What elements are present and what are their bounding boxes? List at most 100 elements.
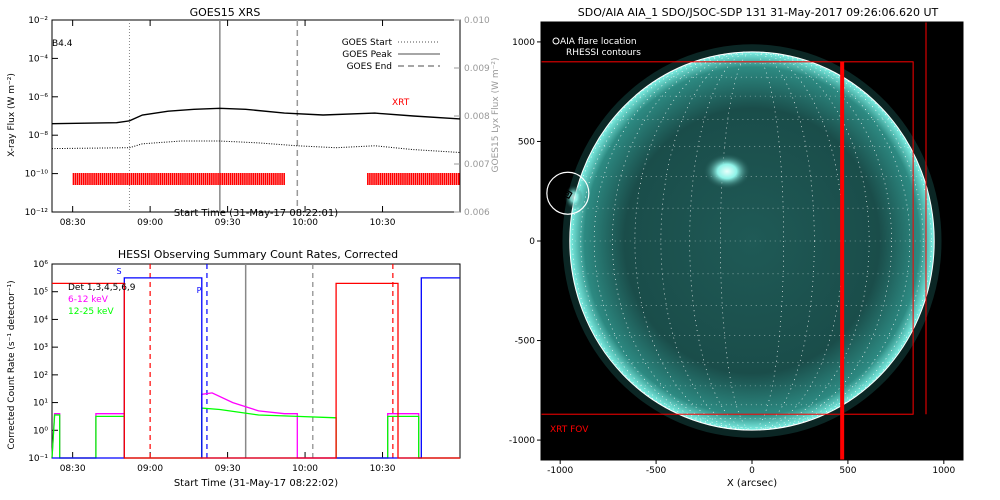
xrt-observation-tick xyxy=(109,173,112,185)
rhessi-contour xyxy=(561,189,573,200)
xrt-observation-tick xyxy=(171,173,174,185)
xrt-observation-tick xyxy=(122,173,124,185)
xrt-observation-tick xyxy=(439,173,441,185)
hessi-chart: HESSI Observing Summary Count Rates, Cor… xyxy=(7,248,461,489)
xrt-observation-tick xyxy=(74,173,77,185)
xrt-observation-tick xyxy=(264,173,267,185)
xrt-observation-tick xyxy=(175,173,178,185)
xrt-observation-tick xyxy=(194,173,197,185)
limb-circle xyxy=(569,51,935,431)
xrt-observation-tick xyxy=(196,173,199,185)
xrt-observation-tick xyxy=(256,173,259,185)
xrt-observation-tick xyxy=(144,173,147,185)
goes-y-tick-label: 10⁻⁸ xyxy=(28,131,48,141)
xrt-observation-tick xyxy=(190,173,193,185)
aia-y-tick-label: 500 xyxy=(518,137,535,147)
hessi-y-tick-label: 10⁶ xyxy=(33,260,48,270)
rhessi-contour-inner xyxy=(563,191,570,196)
xrt-observation-tick xyxy=(80,173,83,185)
active-region xyxy=(703,153,752,190)
xrt-observation-tick xyxy=(99,173,102,185)
xrt-observation-tick xyxy=(147,173,149,185)
xrt-observation-tick xyxy=(453,173,456,185)
xrt-observation-tick xyxy=(200,173,203,185)
xrt-observation-tick xyxy=(227,173,230,185)
hessi-y-axis-label: Corrected Count Rate (s⁻¹ detector⁻¹) xyxy=(7,280,17,449)
longitude-grid-line xyxy=(572,51,932,431)
xrt-observation-tick xyxy=(202,173,205,185)
xrt-observation-tick xyxy=(375,173,377,185)
hessi-series-line xyxy=(52,282,460,459)
xrt-observation-tick xyxy=(120,173,122,185)
xrt-observation-tick xyxy=(385,173,388,185)
xrt-observation-tick xyxy=(262,173,265,185)
hessi-x-tick-label: 09:00 xyxy=(137,464,163,474)
xrt-observation-tick xyxy=(437,173,439,185)
xrt-observation-tick xyxy=(371,173,373,185)
aia-plot-area xyxy=(541,22,963,460)
aia-y-tick-label: -1000 xyxy=(509,436,535,446)
xrt-observation-tick xyxy=(260,173,263,185)
xrt-observation-tick xyxy=(457,173,460,185)
xrt-observation-tick xyxy=(435,173,437,185)
xrt-observation-tick xyxy=(277,173,279,185)
goes-y-right-tick-label: 0.006 xyxy=(464,208,490,218)
xrt-observation-tick xyxy=(410,173,413,185)
xrt-observation-tick xyxy=(163,173,166,185)
xrt-observation-tick xyxy=(211,173,213,185)
goes-y-right-tick-label: 0.010 xyxy=(464,16,490,26)
goes-y-right-axis-label: GOES15 Lyx Flux (W m⁻²) xyxy=(491,58,501,173)
xrt-observation-tick xyxy=(424,173,427,185)
xrt-observation-tick xyxy=(101,173,104,185)
goes-y-tick-label: 10⁻¹² xyxy=(25,208,49,218)
xrt-observation-tick xyxy=(180,173,182,185)
xrt-observation-tick xyxy=(186,173,188,185)
goes-legend: GOES Start GOES Peak GOES End xyxy=(342,38,440,72)
flare-location-circle xyxy=(546,171,590,215)
hessi-y-tick-label: 10⁻¹ xyxy=(28,454,48,464)
xrt-observation-tick xyxy=(270,173,273,185)
xrt-observation-tick xyxy=(95,173,97,185)
xrt-observation-tick xyxy=(244,173,246,185)
hessi-plot-area: 08:30 09:00 09:30 10:00 10:30 10⁻¹ 10⁰ 10¹ 10² 10… xyxy=(28,260,461,474)
hessi-series-line xyxy=(52,277,460,459)
goes-x-tick-label: 10:00 xyxy=(292,218,318,228)
goes-y-axis-label: X-ray Flux (W m⁻²) xyxy=(7,73,17,157)
xrt-observation-tick xyxy=(414,173,417,185)
xrt-observation-tick xyxy=(116,173,118,185)
aia-y-tick-label: 0 xyxy=(529,237,535,247)
xrt-observation-tick xyxy=(225,173,228,185)
xrt-observation-tick xyxy=(118,173,120,185)
xrt-observation-tick xyxy=(449,173,452,185)
xrt-fov-box xyxy=(541,61,914,415)
xrt-observation-tick xyxy=(412,173,415,185)
flare-legend-circle-icon xyxy=(552,37,560,45)
xrt-observation-tick xyxy=(266,173,269,185)
xrt-observation-tick xyxy=(161,173,164,185)
xrt-observation-tick xyxy=(447,173,450,185)
goes-x-tick-label: 09:00 xyxy=(137,218,163,228)
xrt-observation-tick xyxy=(167,173,170,185)
hessi-y-tick-label: 10⁰ xyxy=(33,426,48,436)
xrt-observation-tick xyxy=(252,173,254,185)
xrt-observation-tick xyxy=(383,173,386,185)
xrt-fov-label: XRT FOV xyxy=(550,425,589,435)
goes-chart: GOES15 XRS 08:30 09:00 09:30 10:00 10:30 10⁻¹… xyxy=(7,6,501,228)
aia-x-tick-label: 1000 xyxy=(932,466,955,476)
xrt-observation-tick xyxy=(173,173,176,185)
xrt-observation-tick xyxy=(369,173,371,185)
xrt-observation-tick xyxy=(111,173,114,185)
xrt-observation-tick xyxy=(124,173,126,185)
xrt-observation-tick xyxy=(204,173,207,185)
xrt-observation-tick xyxy=(393,173,396,185)
goes-legend-label: GOES End xyxy=(347,62,392,72)
xrt-observation-tick xyxy=(138,173,141,185)
xrt-observation-tick xyxy=(426,173,429,185)
xrt-observation-tick xyxy=(242,173,244,185)
xrt-observation-tick xyxy=(130,173,133,185)
aia-legend-rhessi: RHESSI contours xyxy=(566,48,641,58)
aia-x-tick-label: 500 xyxy=(839,466,856,476)
aia-x-tick-label: -1000 xyxy=(547,466,573,476)
hessi-x-tick-label: 09:30 xyxy=(215,464,241,474)
